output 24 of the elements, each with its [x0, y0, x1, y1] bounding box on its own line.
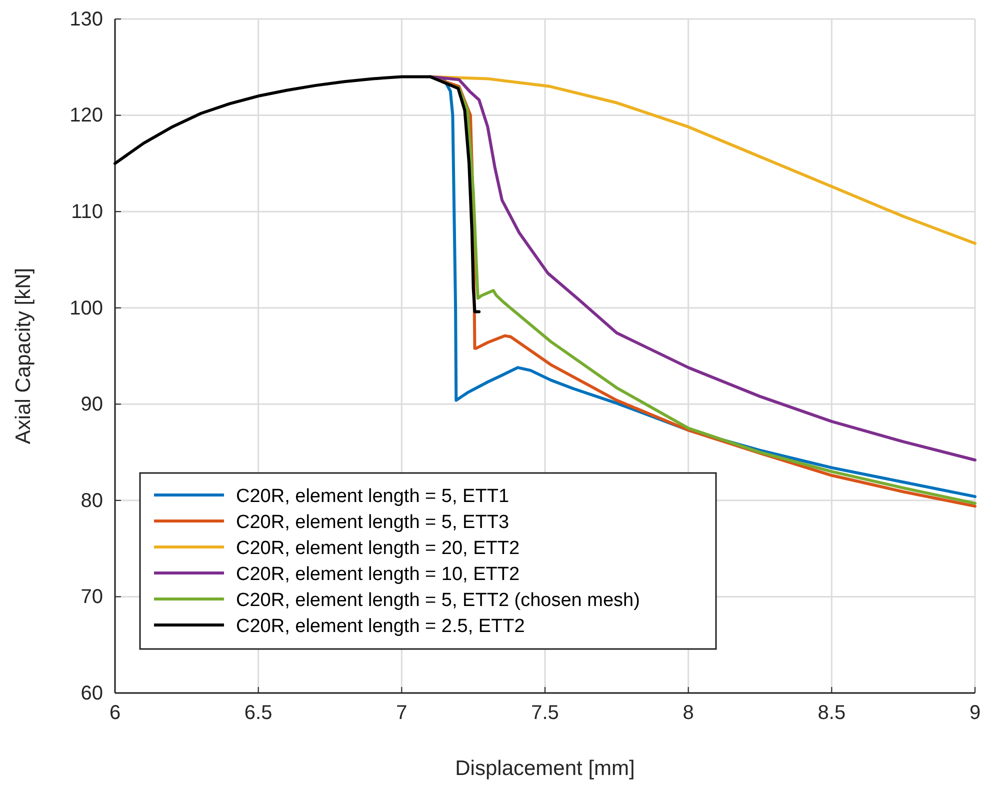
- y-tick-label: 130: [70, 8, 103, 30]
- y-tick-label: 60: [80, 682, 103, 704]
- y-tick-label: 110: [71, 200, 103, 223]
- legend-label: C20R, element length = 5, ETT3: [236, 512, 510, 533]
- x-axis-title: Displacement [mm]: [455, 757, 635, 780]
- x-tick-label: 8.5: [818, 702, 846, 724]
- x-tick-label: 6.5: [244, 702, 272, 724]
- x-tick-label: 7.5: [531, 702, 559, 724]
- x-tick-label: 7: [396, 702, 408, 724]
- legend-label: C20R, element length = 5, ETT2 (chosen mesh): [236, 590, 640, 611]
- legend-label: C20R, element length = 10, ETT2: [236, 564, 520, 585]
- x-tick-label: 6: [109, 702, 121, 724]
- y-tick-label: 100: [70, 297, 103, 320]
- x-tick-label: 8: [682, 702, 694, 724]
- legend-label: C20R, element length = 5, ETT1: [236, 486, 510, 507]
- y-axis-title: Axial Capacity [kN]: [12, 268, 35, 444]
- y-tick-label: 120: [70, 104, 103, 127]
- y-tick-label: 70: [80, 586, 103, 608]
- y-tick-label: 80: [80, 490, 103, 512]
- legend-label: C20R, element length = 2.5, ETT2: [236, 616, 525, 637]
- y-tick-label: 90: [80, 394, 103, 416]
- line-series: [114, 75, 481, 314]
- legend-label: C20R, element length = 20, ETT2: [236, 538, 520, 559]
- x-tick-label: 9: [969, 702, 981, 724]
